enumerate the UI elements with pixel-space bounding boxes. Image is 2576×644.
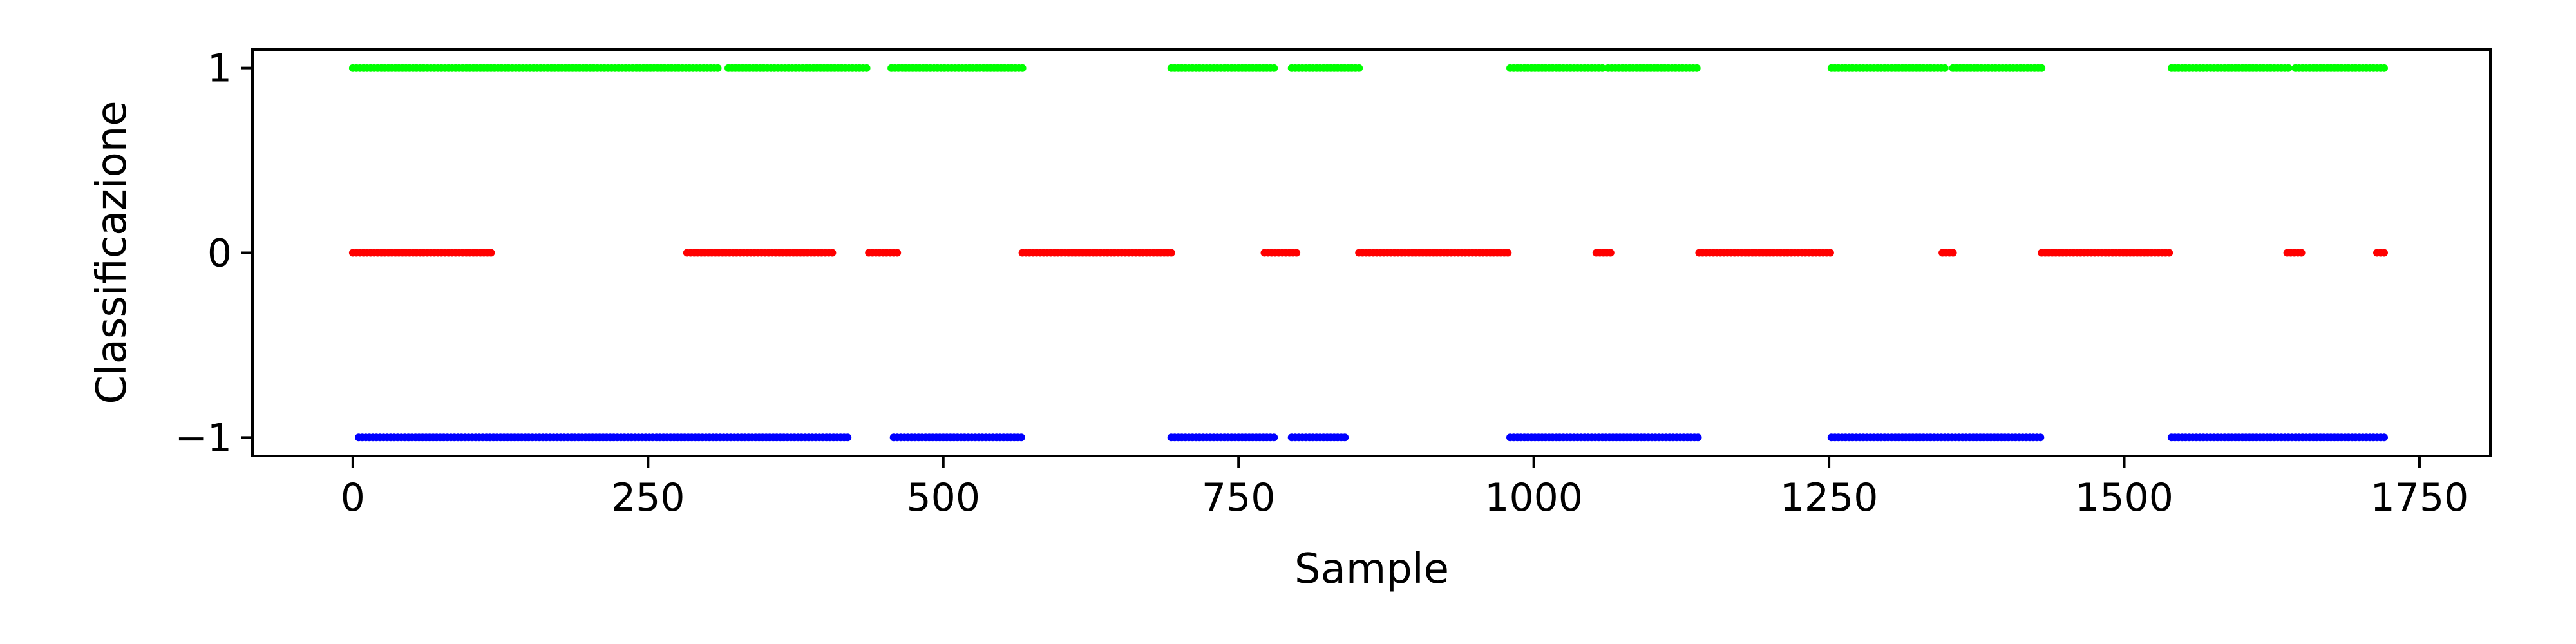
data-point-class-1 [1598,64,1606,72]
axes: 0 250 500 750 1000 1250 1500 1750 −1 0 1 [175,46,2469,520]
data-point-class-neg1 [2380,433,2388,442]
y-tick-label: −1 [175,415,232,460]
data-point-class-0 [1826,249,1834,257]
data-points [348,64,2388,442]
x-tick-label: 0 [341,475,365,520]
data-point-class-0 [487,249,495,257]
data-point-class-0 [1949,249,1957,257]
data-point-class-neg1 [2036,433,2045,442]
data-point-class-0 [1504,249,1512,257]
data-point-class-1 [862,64,871,72]
x-tick-label: 1250 [1780,475,1879,520]
data-point-class-1 [714,64,722,72]
y-tick-label: 0 [207,231,232,276]
data-point-class-neg1 [1270,433,1278,442]
x-tick-label: 1500 [2075,475,2174,520]
data-point-class-0 [2297,249,2306,257]
x-tick-label: 250 [611,475,685,520]
data-point-class-1 [1018,64,1027,72]
data-point-class-neg1 [1341,433,1349,442]
x-tick-label: 1750 [2371,475,2469,520]
y-tick-label: 1 [207,46,232,91]
data-point-class-neg1 [1017,433,1025,442]
data-point-class-1 [2284,64,2293,72]
data-point-class-0 [1606,249,1615,257]
data-point-class-0 [2380,249,2388,257]
x-tick-label: 500 [906,475,980,520]
x-tick-label: 1000 [1484,475,1583,520]
data-point-class-0 [2165,249,2174,257]
data-point-class-1 [1355,64,1363,72]
data-point-class-0 [1293,249,1301,257]
data-point-class-neg1 [844,433,852,442]
y-axis-label: Classificazione [88,100,136,404]
data-point-class-1 [1940,64,1949,72]
data-point-class-0 [1167,249,1175,257]
data-point-class-0 [828,249,837,257]
x-axis-label: Sample [1294,545,1449,593]
data-point-class-neg1 [1694,433,1702,442]
x-tick-label: 750 [1202,475,1276,520]
data-point-class-1 [2038,64,2046,72]
data-point-class-0 [893,249,902,257]
data-point-class-1 [1692,64,1701,72]
data-point-class-1 [2380,64,2388,72]
data-point-class-1 [1270,64,1278,72]
